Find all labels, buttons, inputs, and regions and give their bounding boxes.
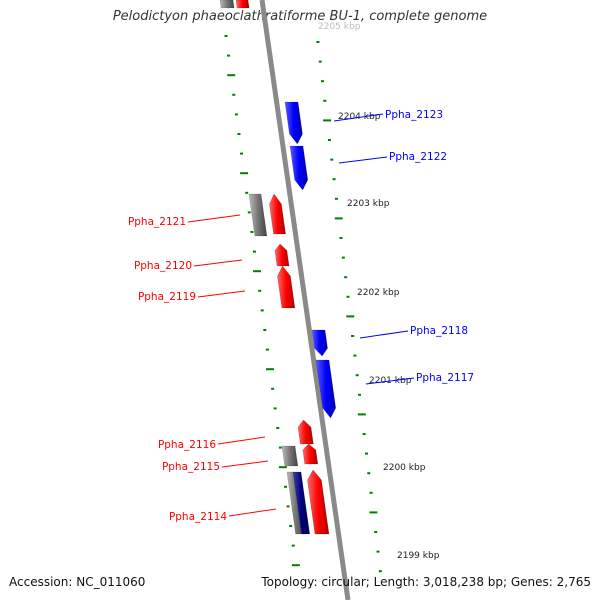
genome-summary-text: Topology: circular; Length: 3,018,238 bp…: [261, 575, 591, 589]
scale-label: 2200 kbp: [383, 463, 426, 473]
gene-label[interactable]: Ppha_2115: [162, 461, 220, 473]
feature-minus[interactable]: [235, 0, 250, 9]
gene-label[interactable]: Ppha_2117: [416, 372, 474, 384]
gene-Ppha_2122[interactable]: [289, 145, 309, 191]
gene-leader-line: [193, 259, 243, 267]
gene-Ppha_2118[interactable]: [311, 329, 328, 357]
gene-leader-line: [365, 377, 415, 385]
gene-label[interactable]: Ppha_2120: [134, 260, 192, 272]
gene-Ppha_2114[interactable]: [307, 469, 330, 535]
gene-label[interactable]: Ppha_2118: [410, 325, 468, 337]
gene-label[interactable]: Ppha_2123: [385, 109, 443, 121]
gene-leader-line: [197, 290, 246, 298]
gene-Ppha_2116[interactable]: [297, 419, 314, 445]
gene-Ppha_2117[interactable]: [315, 359, 337, 419]
gene-label[interactable]: Ppha_2122: [389, 151, 447, 163]
gene-Ppha_2121[interactable]: [269, 193, 286, 235]
gene-Ppha_2115[interactable]: [302, 443, 319, 465]
gene-label[interactable]: Ppha_2116: [158, 439, 216, 451]
gene-leader-line: [333, 113, 384, 122]
genome-backbone: [259, 0, 351, 600]
gene-leader-line: [221, 460, 269, 468]
gene-leader-line: [187, 214, 241, 223]
right-tick-track: [316, 41, 382, 573]
gene-label[interactable]: Ppha_2121: [128, 216, 186, 228]
gene-leader-line: [217, 436, 266, 445]
accession-text: Accession: NC_011060: [9, 575, 146, 589]
gene-label[interactable]: Ppha_2114: [169, 511, 227, 523]
left-tick-track: [224, 35, 300, 567]
map-title: Pelodictyon phaeoclathratiforme BU-1, co…: [112, 9, 488, 24]
scale-label: 2202 kbp: [357, 288, 400, 298]
gene-leader-line: [228, 508, 277, 517]
gene-leader-line: [338, 156, 388, 164]
scale-label-top: 2205 kbp: [318, 22, 361, 32]
scale-label: 2199 kbp: [397, 551, 440, 561]
gene-Ppha_2123[interactable]: [284, 101, 303, 145]
scale-label: 2203 kbp: [347, 199, 390, 209]
feature-other[interactable]: [292, 471, 311, 535]
gene-label[interactable]: Ppha_2119: [138, 291, 196, 303]
gene-Ppha_2119[interactable]: [277, 265, 296, 309]
feature-track: [219, 0, 337, 535]
feature-other[interactable]: [281, 445, 299, 467]
feature-other[interactable]: [248, 193, 268, 237]
gene-Ppha_2120[interactable]: [274, 243, 290, 267]
feature-other[interactable]: [219, 0, 235, 9]
gene-leader-line: [359, 330, 409, 339]
